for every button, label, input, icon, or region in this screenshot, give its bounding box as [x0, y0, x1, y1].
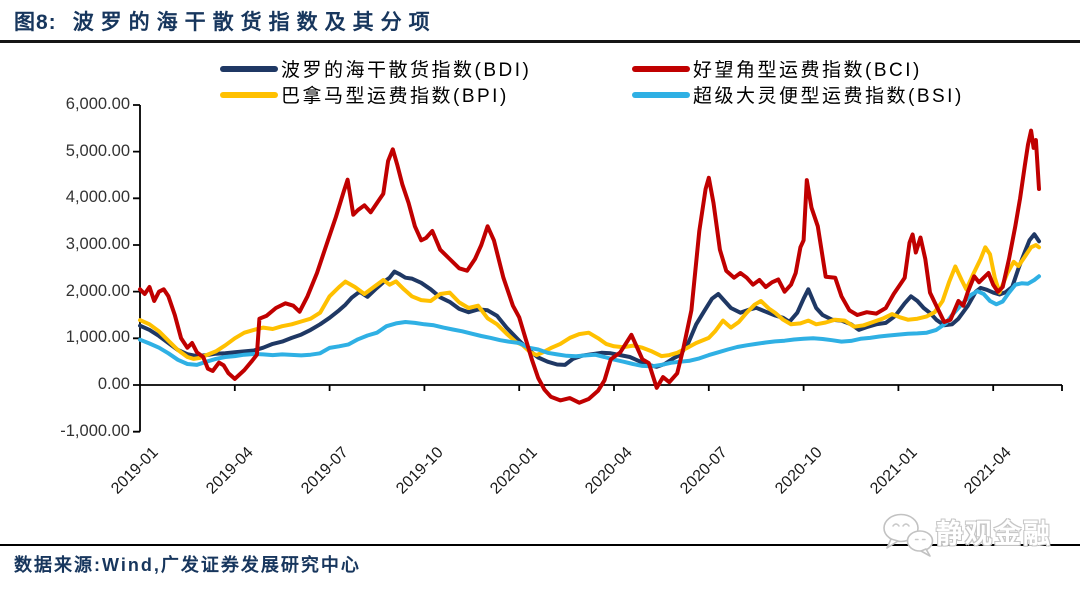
source-note: 数据来源:Wind,广发证券发展研究中心 [14, 555, 361, 575]
series-line-BDI [138, 232, 1041, 369]
figure-title-text: 波罗的海干散货指数及其分项 [72, 11, 437, 34]
legend-item-BCI: 好望角型运费指数(BCI) [632, 57, 1062, 81]
legend-item-BDI: 波罗的海干散货指数(BDI) [220, 57, 632, 81]
y-axis-tick-label: 2,000.00 [65, 281, 130, 300]
series-line-BSI [138, 274, 1041, 369]
legend-swatch-BDI [220, 65, 278, 72]
legend-swatch-BSI [632, 91, 690, 98]
legend-label-BPI: 巴拿马型运费指数(BPI) [281, 86, 509, 107]
figure-title: 图8: 波罗的海干散货指数及其分项 [14, 6, 437, 36]
watermark-label: 静观金融 [936, 519, 1052, 549]
legend-label-BDI: 波罗的海干散货指数(BDI) [281, 60, 532, 81]
series-line-BCI [138, 128, 1041, 405]
y-axis-tick-label: 4,000.00 [65, 188, 130, 207]
legend-item-BSI: 超级大灵便型运费指数(BSI) [632, 83, 1062, 107]
y-axis-tick-label: -1,000.00 [60, 421, 130, 440]
legend-item-BPI: 巴拿马型运费指数(BPI) [220, 83, 632, 107]
y-axis-tick-label: 6,000.00 [65, 94, 130, 113]
title-divider [0, 40, 1080, 43]
wechat-icon [883, 513, 934, 557]
y-axis-tick-label: 1,000.00 [65, 328, 130, 347]
series-line-BPI [138, 243, 1041, 361]
legend-swatch-BPI [220, 91, 278, 98]
bottom-divider [0, 544, 1080, 546]
watermark: 静观金融 [880, 511, 1052, 557]
y-axis-tick-label: 3,000.00 [65, 234, 130, 253]
y-axis-tick-label: 5,000.00 [65, 141, 130, 160]
legend-swatch-BCI [632, 65, 690, 72]
figure-number: 图8: [14, 11, 57, 34]
legend-label-BCI: 好望角型运费指数(BCI) [693, 60, 922, 81]
chart-legend: 波罗的海干散货指数(BDI) 好望角型运费指数(BCI) 巴拿马型运费指数(BPI)… [220, 57, 1062, 107]
chart-axes [133, 104, 1063, 433]
legend-label-BSI: 超级大灵便型运费指数(BSI) [693, 86, 964, 107]
y-axis-tick-label: 0.00 [97, 375, 130, 393]
